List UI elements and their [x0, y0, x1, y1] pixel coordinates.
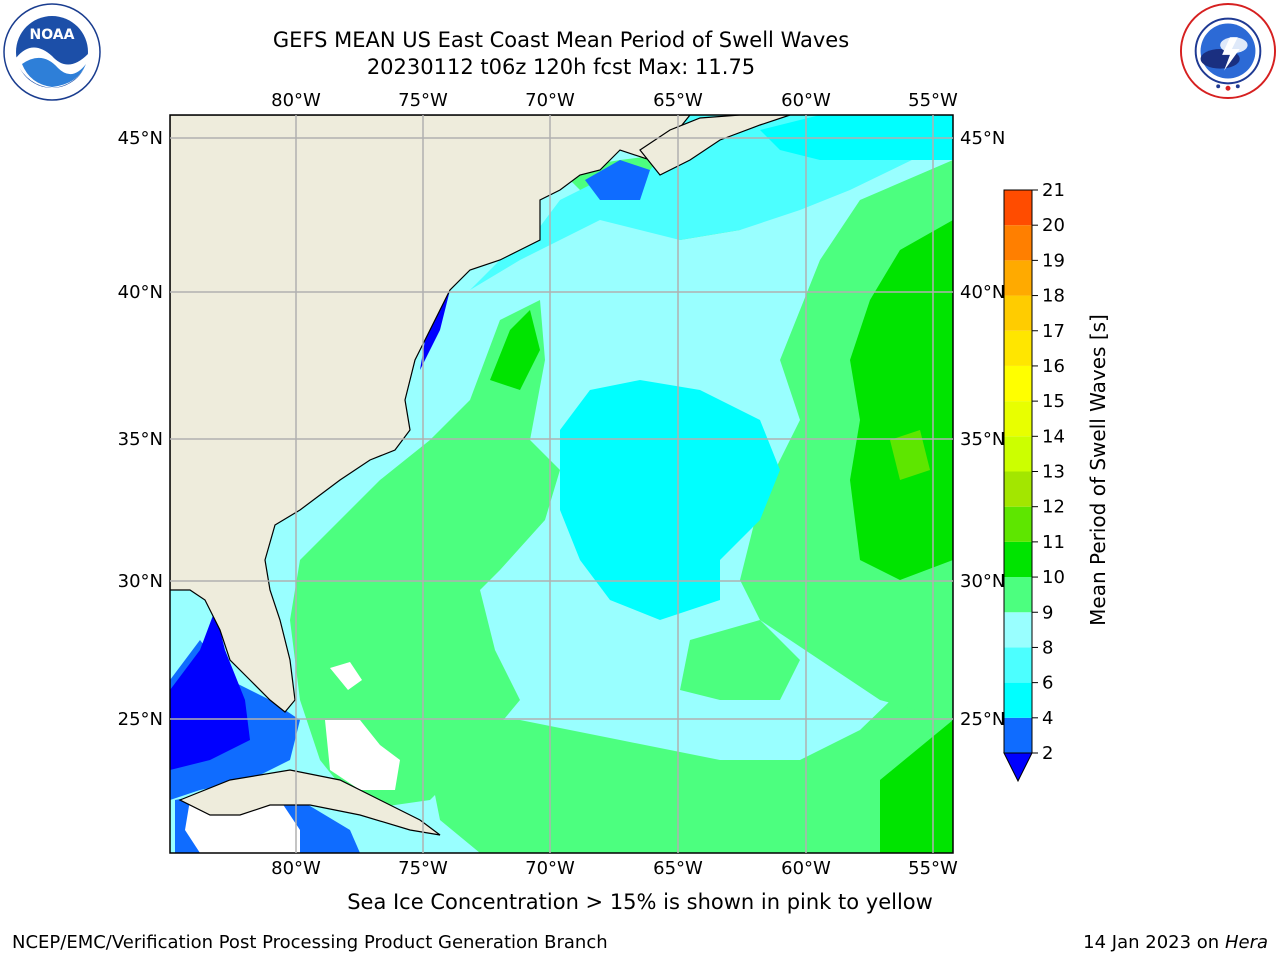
lon-label-bottom: 60°W: [781, 858, 831, 879]
colorbar-segment: [1004, 401, 1032, 437]
colorbar-tick-label: 16: [1042, 356, 1065, 377]
colorbar-tick-label: 21: [1042, 180, 1065, 201]
lon-label-bottom: 80°W: [271, 858, 321, 879]
lon-label-bottom: 75°W: [398, 858, 448, 879]
lon-label-bottom: 55°W: [908, 858, 958, 879]
graticule: [170, 115, 953, 853]
footer-host: Hera: [1224, 932, 1268, 953]
colorbar-tick-label: 15: [1042, 391, 1065, 412]
colorbar-segment: [1004, 471, 1032, 507]
nodata-bahamas: [325, 720, 400, 790]
colorbar-tick-label: 11: [1042, 532, 1065, 553]
lat-label-right: 30°N: [960, 571, 1005, 592]
lat-label-right: 35°N: [960, 429, 1005, 450]
colorbar-segment: [1004, 577, 1032, 613]
colorbar-tick-label: 4: [1042, 708, 1053, 729]
colorbar-tick-label: 18: [1042, 286, 1065, 307]
colorbar-segment: [1004, 225, 1032, 261]
noaa-logo: NOAA: [3, 3, 101, 101]
colorbar-tick-label: 6: [1042, 673, 1053, 694]
colorbar-tick-label: 17: [1042, 321, 1065, 342]
lat-label-left: 25°N: [118, 709, 163, 730]
lat-label-right: 40°N: [960, 282, 1005, 303]
field-2-4-gulf-maine: [585, 160, 650, 200]
footer-date: 14 Jan 2023 on Hera: [1083, 932, 1268, 953]
colorbar-segment: [1004, 682, 1032, 718]
colorbar-segment: [1004, 436, 1032, 472]
chart-subtitle: 20230112 t06z 120h fcst Max: 11.75: [366, 55, 756, 79]
land-north-america: [170, 115, 691, 713]
colorbar-segment: [1004, 260, 1032, 296]
colorbar-tick-label: 20: [1042, 215, 1065, 236]
chart-title: GEFS MEAN US East Coast Mean Period of S…: [272, 28, 850, 52]
lon-labels-bottom: 80°W 75°W 70°W 65°W 60°W 55°W: [271, 858, 958, 879]
land-cuba: [178, 769, 441, 836]
colorbar-tick-label: 19: [1042, 250, 1065, 271]
colorbar-tick-label: 13: [1042, 462, 1065, 483]
footer-credit: NCEP/EMC/Verification Post Processing Pr…: [12, 932, 608, 953]
colorbar-segment: [1004, 365, 1032, 402]
colorbar-tick-label: 12: [1042, 497, 1065, 518]
noaa-logo-text: NOAA: [30, 27, 75, 43]
field-under-2-coast: [420, 290, 450, 370]
field-4-6-central: [560, 380, 780, 620]
colorbar-tick-label: 14: [1042, 426, 1065, 447]
colorbar-label: Mean Period of Swell Waves [s]: [1086, 314, 1110, 626]
lat-label-left: 45°N: [118, 128, 163, 149]
colorbar-tick-label: 10: [1042, 567, 1065, 588]
colorbar-segment: [1004, 506, 1032, 542]
field-10-11-shelf: [490, 310, 540, 390]
colorbar-extend-min: [1003, 752, 1033, 783]
lat-label-left: 40°N: [118, 282, 163, 303]
lon-label-top: 70°W: [525, 90, 575, 111]
lon-label-bottom: 70°W: [525, 858, 575, 879]
ocean-field: [170, 115, 953, 853]
colorbar-tick-label: 2: [1042, 743, 1053, 764]
lon-label-top: 75°W: [398, 90, 448, 111]
lat-label-right: 45°N: [960, 128, 1005, 149]
colorbar-segment: [1004, 330, 1032, 366]
colorbar-segment: [1004, 541, 1032, 578]
colorbar-segment: [1004, 190, 1032, 226]
colorbar-segment: [1004, 717, 1032, 753]
colorbar-segment: [1004, 295, 1032, 331]
nodata-bahamas-north: [330, 662, 362, 690]
lon-label-top: 65°W: [653, 90, 703, 111]
lat-label-right: 25°N: [960, 709, 1005, 730]
sea-ice-caption: Sea Ice Concentration > 15% is shown in …: [347, 890, 933, 914]
lat-label-left: 35°N: [118, 429, 163, 450]
footer-date-text: 14 Jan 2023 on: [1083, 932, 1225, 953]
field-10-11-east: [850, 220, 953, 580]
field-9-10-mid: [680, 620, 800, 700]
colorbar-tick-label: 9: [1042, 602, 1053, 623]
lon-label-top: 60°W: [781, 90, 831, 111]
lat-labels-left: 45°N 40°N 35°N 30°N 25°N: [118, 128, 163, 730]
national-weather-service-logo: [1179, 2, 1277, 100]
lon-label-bottom: 65°W: [653, 858, 703, 879]
lon-labels-top: 80°W 75°W 70°W 65°W 60°W 55°W: [271, 90, 958, 111]
lon-label-top: 80°W: [271, 90, 321, 111]
lat-label-left: 30°N: [118, 571, 163, 592]
field-10-11-se: [880, 720, 953, 853]
lat-labels-right: 45°N 40°N 35°N 30°N 25°N: [960, 128, 1005, 730]
field-under-2-gulf: [170, 610, 250, 770]
colorbar-segment: [1004, 647, 1032, 683]
map-frame: [169, 114, 954, 854]
lon-label-top: 55°W: [908, 90, 958, 111]
colorbar-tick-label: 8: [1042, 637, 1053, 658]
colorbar-segment: [1004, 612, 1032, 648]
colorbar: 2 4 6 8 9 10 11 12 13 14 15 16 17 18 19 20 21: [1003, 180, 1065, 783]
field-9-10-south: [420, 640, 953, 853]
field-11-12-patch: [890, 430, 930, 480]
